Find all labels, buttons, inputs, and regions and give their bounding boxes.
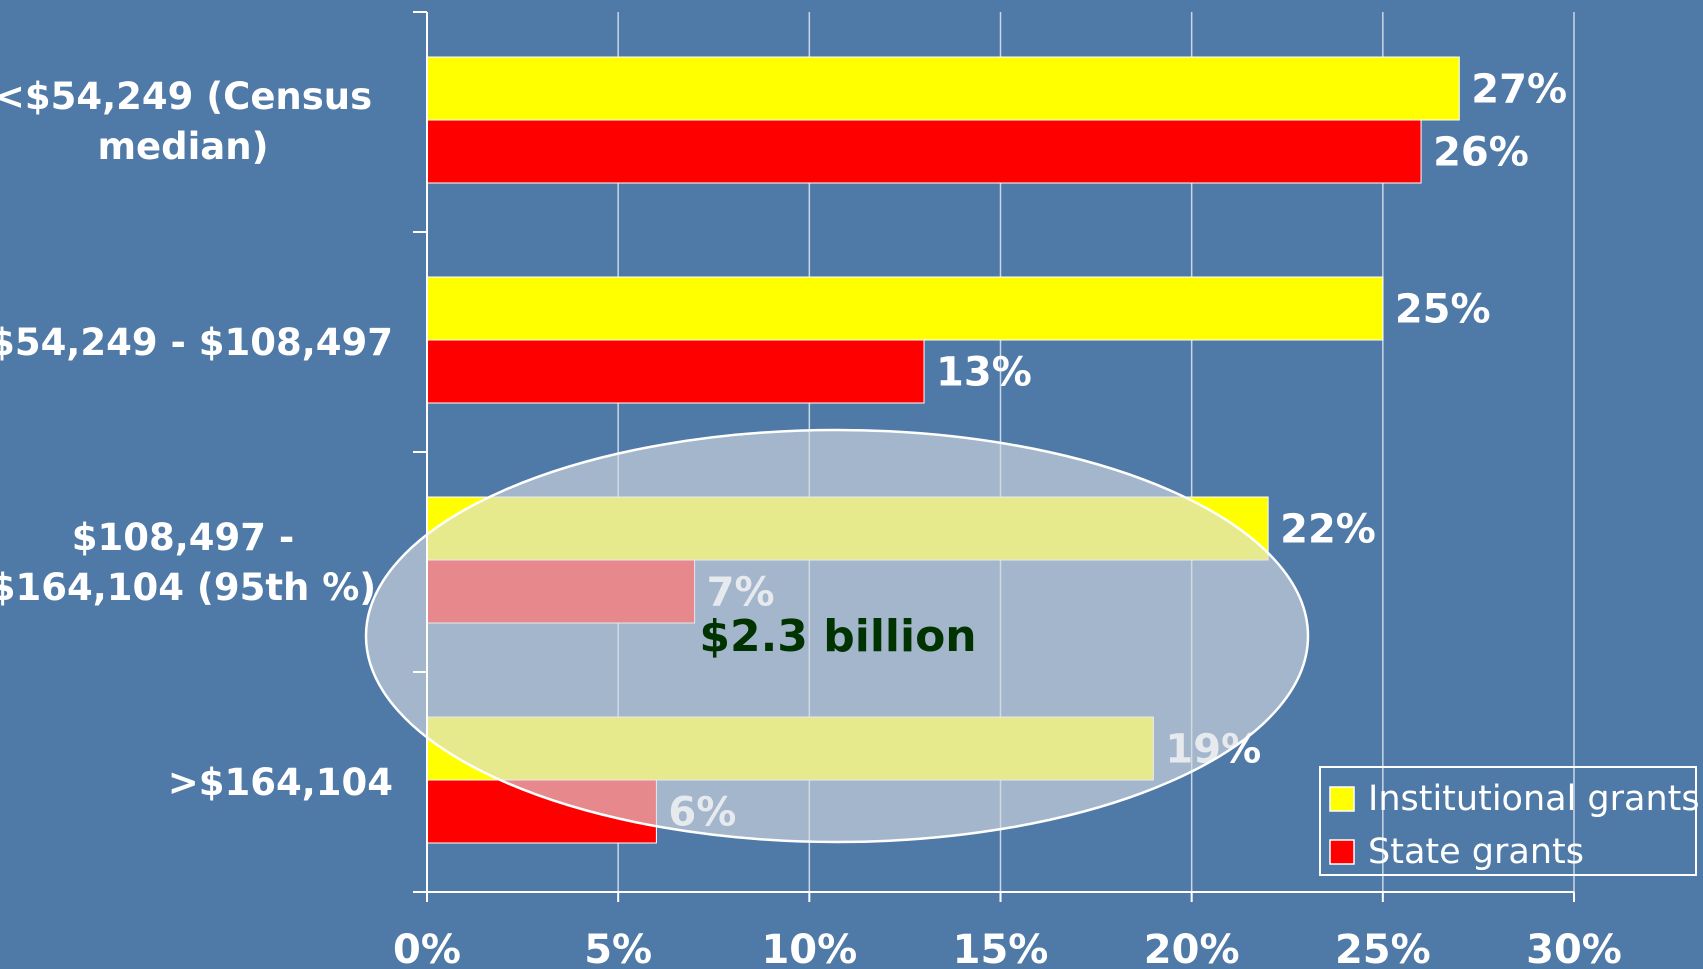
x-tick-label: 0%	[393, 927, 461, 969]
legend-label: State grants	[1368, 832, 1584, 872]
legend-swatch	[1329, 839, 1355, 865]
x-tick-label: 20%	[1144, 927, 1240, 969]
category-label-line: >$164,104	[167, 761, 393, 804]
category-label-line: $108,497 -	[71, 516, 295, 559]
category-label: $54,249 - $108,497	[0, 318, 393, 368]
legend-label: Institutional grants	[1368, 779, 1700, 819]
data-label: 22%	[1280, 507, 1376, 553]
legend: Institutional grants State grants	[1319, 766, 1700, 876]
category-label-line: median)	[97, 125, 269, 168]
category-label-line: <$54,249 (Census	[0, 75, 373, 118]
data-label: 13%	[936, 350, 1032, 396]
bar	[426, 339, 925, 404]
legend-swatch	[1329, 786, 1355, 812]
category-label-line: $54,249 - $108,497	[0, 321, 393, 364]
legend-box	[1319, 766, 1697, 876]
category-label: $108,497 - $164,104 (95th %)	[0, 513, 393, 613]
bar	[426, 56, 1460, 121]
data-label: 27%	[1471, 67, 1567, 113]
category-label: <$54,249 (Census median)	[0, 72, 393, 172]
x-tick-label: 10%	[761, 927, 857, 969]
x-tick-label: 25%	[1335, 927, 1431, 969]
data-label: 25%	[1395, 287, 1491, 333]
x-tick-label: 30%	[1526, 927, 1622, 969]
annotation-label: $2.3 billion	[699, 611, 976, 662]
data-label: 26%	[1433, 130, 1529, 176]
axes-group	[413, 11, 1575, 902]
highlight-ellipse	[364, 428, 1310, 844]
bar	[426, 276, 1384, 341]
x-tick-label: 15%	[953, 927, 1049, 969]
category-label: >$164,104	[0, 758, 393, 808]
x-tick-labels-group: 0% 5% 10% 15% 20% 25% 30%	[393, 927, 1622, 969]
bar	[426, 119, 1422, 184]
x-tick-label: 5%	[584, 927, 652, 969]
highlight-ellipse-group: $2.3 billion	[364, 428, 1310, 844]
category-label-line: $164,104 (95th %)	[0, 566, 377, 609]
